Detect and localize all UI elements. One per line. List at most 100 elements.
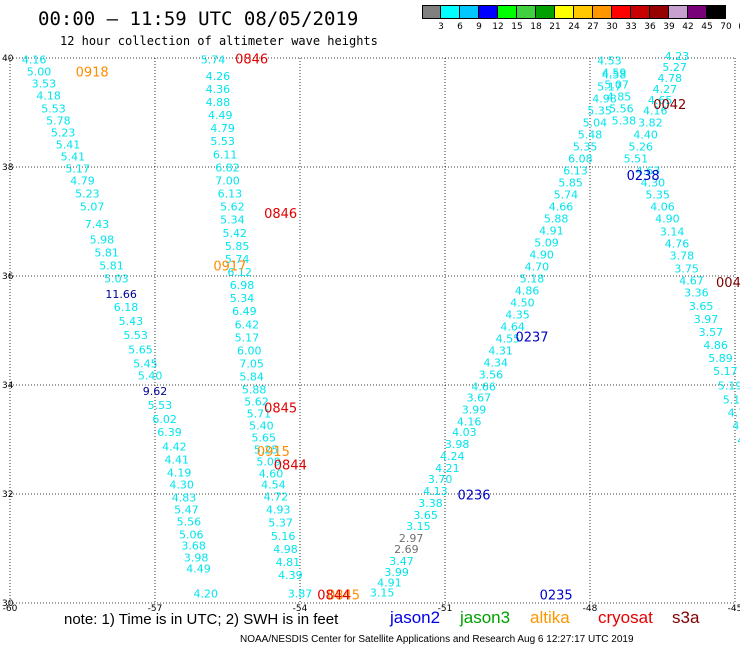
wave-height-value-jason3: 4.93 [266, 504, 291, 517]
wave-height-value-s3a: 4.40 [633, 129, 658, 142]
wave-height-value-s3a: 4.63 [636, 165, 661, 178]
pass-time-label: 0235 [540, 589, 573, 604]
wave-height-value-altika: 5.41 [61, 150, 86, 163]
wave-height-value-s3a: 4.27 [653, 83, 678, 96]
wave-height-value-jason2: 4.24 [440, 450, 465, 463]
wave-height-value-s3a: 5.35 [645, 189, 670, 202]
wave-height-value-s3a: 4.86 [703, 339, 728, 352]
wave-height-value-jason3: 5.74 [225, 253, 250, 266]
y-tick-label: 34 [2, 381, 14, 391]
wave-height-value-jason2: 5.18 [520, 273, 545, 286]
wave-height-value-jason3: 7.05 [239, 358, 264, 371]
colorbar-label: 18 [530, 22, 542, 32]
colorbar-label: 30 [606, 22, 618, 32]
legend-jason2: jason2 [390, 608, 441, 627]
wave-height-value-jason2: 4.66 [471, 380, 496, 393]
colorbar-swatch [517, 5, 536, 19]
wave-height-value-s3a: 5.27 [662, 61, 687, 74]
wave-height-value-jason3: 5.42 [223, 227, 248, 240]
wave-height-value-s3a: 5.26 [629, 141, 654, 154]
x-tick-label: -45 [728, 604, 740, 614]
wave-height-value-jason2: 3.99 [462, 403, 487, 416]
page-subtitle: 12 hour collection of altimeter wave hei… [60, 34, 378, 48]
wave-height-value-jason3: 5.37 [268, 517, 293, 530]
y-tick-label: 36 [2, 272, 14, 282]
wave-height-value-s3a: 5.38 [612, 114, 637, 127]
wave-height-value-altika: 5.23 [75, 188, 100, 201]
wave-height-value-jason2: 4.66 [549, 201, 574, 214]
wave-height-value-s3a: 4.89 [732, 420, 740, 433]
colorbar-label: 24 [568, 22, 580, 32]
wave-height-value-jason3: 4.26 [206, 70, 231, 83]
wave-height-value-altika: 5.45 [133, 358, 158, 371]
colorbar-label: (ft) [735, 22, 740, 32]
wave-height-value-jason2: 5.09 [534, 237, 559, 250]
colorbar-label: 6 [457, 22, 463, 32]
wave-height-value-jason3: 5.65 [252, 432, 277, 445]
pass-time-label: 0844 [317, 589, 350, 604]
wave-height-value-s3a: 4.85 [607, 91, 632, 104]
wave-height-value-jason3: 4.88 [206, 96, 231, 109]
wave-height-value-jason3: 6.00 [237, 344, 262, 357]
colorbar-label: 9 [476, 22, 482, 32]
wave-height-value-jason3: 5.62 [244, 396, 269, 409]
wave-height-value-s3a: 4.78 [658, 72, 683, 85]
wave-height-value-jason3: 6.49 [232, 305, 257, 318]
wave-height-value-altika: 6.39 [157, 426, 182, 439]
page-title: 00:00 – 11:59 UTC 08/05/2019 [38, 8, 359, 30]
wave-height-value-altika: 5.81 [99, 259, 124, 272]
x-tick-label: -54 [293, 604, 308, 614]
x-tick-label: -60 [3, 604, 18, 614]
wave-height-value-altika: 5.40 [138, 370, 163, 383]
wave-height-value-jason3: 5.34 [230, 292, 255, 305]
wave-height-value-altika: 4.18 [36, 89, 61, 102]
wave-height-value-jason3: 6.42 [235, 318, 260, 331]
wave-height-value-s3a: 4.23 [665, 50, 690, 63]
wave-height-value-jason3: 4.49 [208, 109, 233, 122]
pass-time-label: 0236 [457, 488, 490, 503]
colorbar-label: 3 [438, 22, 444, 32]
wave-height-value-jason2: 4.50 [510, 297, 535, 310]
wave-height-value-s3a: 5.51 [624, 153, 649, 166]
wave-height-value-s3a: 5.56 [609, 103, 634, 116]
wave-height-value-altika: 5.41 [56, 138, 81, 151]
colorbar-label: 42 [682, 22, 694, 32]
wave-height-value-altika: 5.53 [123, 329, 148, 342]
wave-height-value-jason2: 4.34 [484, 356, 509, 369]
wave-height-value-jason2: 3.65 [413, 509, 438, 522]
wave-height-value-s3a: 3.14 [660, 226, 685, 239]
colorbar-swatch [612, 5, 631, 19]
wave-height-value-s3a: 3.65 [689, 300, 714, 313]
wave-height-value-jason2: 4.16 [457, 415, 482, 428]
wave-height-value-s3a: 3.57 [699, 326, 724, 339]
pass-time-label: 0041 [716, 276, 740, 291]
colorbar-swatch [498, 5, 517, 19]
wave-height-value-s3a: 5.07 [604, 79, 629, 92]
wave-height-value-s3a: 4.37 [737, 434, 740, 447]
legend-altika: altika [530, 608, 570, 627]
wave-height-value-altika: 7.43 [85, 218, 110, 231]
y-tick-label: 40 [2, 54, 14, 64]
wave-height-value-altika: 3.53 [32, 77, 57, 90]
wave-height-value-s3a: 4.76 [665, 238, 690, 251]
wave-height-value-s3a: 3.75 [674, 263, 699, 276]
wave-height-value-altika: 5.56 [177, 516, 202, 529]
pass-time-label: 0845 [264, 401, 297, 416]
wave-height-value-jason2: 3.70 [428, 473, 453, 486]
colorbar-label: 15 [511, 22, 523, 32]
wave-height-value-altika: 4.42 [162, 440, 187, 453]
wave-height-value-s3a: 4.06 [650, 201, 675, 214]
wave-height-value-jason3: 5.25 [254, 444, 279, 457]
colorbar-label: 45 [701, 22, 713, 32]
wave-height-value-jason3: 5.71 [247, 408, 272, 421]
wave-height-value-jason2: 4.86 [515, 285, 540, 298]
colorbar-swatch [479, 5, 498, 19]
wave-height-value-jason2: 4.35 [505, 309, 530, 322]
wave-height-value-altika: 5.00 [27, 65, 52, 78]
wave-height-value-jason3: 4.81 [276, 556, 301, 569]
wave-height-value-jason2: 5.17 [597, 81, 622, 94]
legend-cryosat: cryosat [598, 608, 653, 627]
colorbar-label: 70 [720, 22, 732, 32]
wave-height-value-jason2: 4.03 [452, 426, 477, 439]
